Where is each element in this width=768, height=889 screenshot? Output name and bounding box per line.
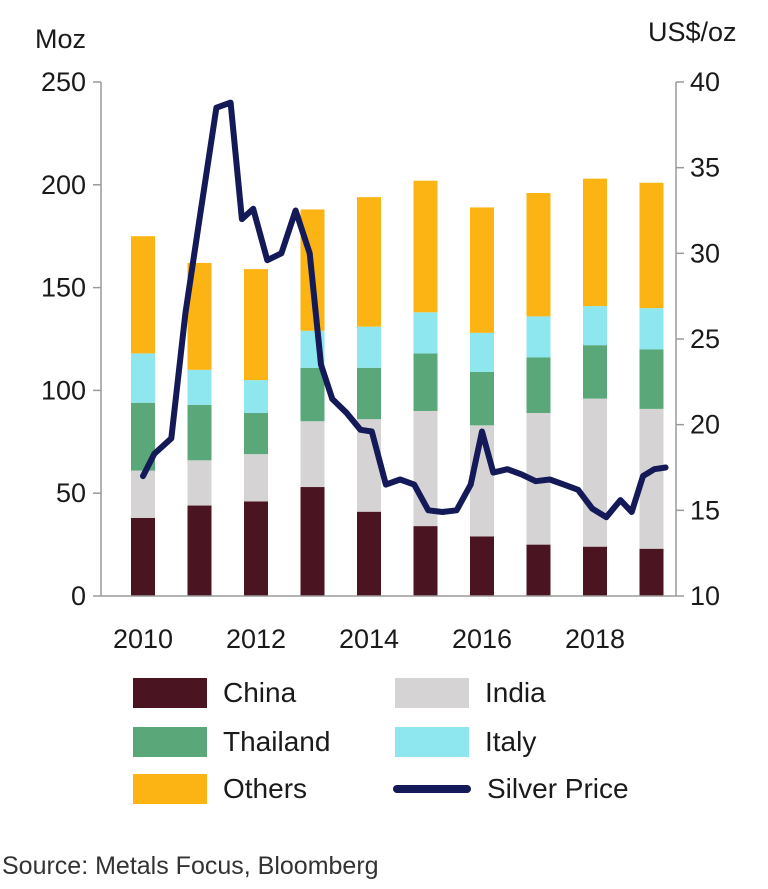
source-note: Source: Metals Focus, Bloomberg bbox=[2, 852, 379, 880]
y-right-ticks: 10 15 20 25 30 35 40 bbox=[676, 67, 720, 611]
x-tick-label: 2016 bbox=[452, 624, 512, 654]
y-left-tick-label: 100 bbox=[41, 375, 86, 405]
y-left-tick-label: 0 bbox=[71, 581, 86, 611]
silver-price-line bbox=[140, 99, 669, 521]
bar-china-2013 bbox=[300, 487, 325, 596]
x-ticks: 2010 2012 2014 2016 2018 bbox=[113, 624, 625, 654]
bar-thailand-2018 bbox=[583, 345, 607, 399]
bar-india-2013 bbox=[300, 421, 325, 488]
bar-others-2015 bbox=[413, 180, 438, 313]
y-left-tick-label: 50 bbox=[56, 478, 86, 508]
axes bbox=[100, 82, 677, 597]
y-right-axis-label: US$/oz bbox=[648, 17, 737, 47]
bar-thailand-2014 bbox=[357, 367, 381, 420]
y-right-tick-label: 10 bbox=[690, 581, 720, 611]
bar-others-2019 bbox=[639, 182, 664, 309]
bar-italy-2017 bbox=[526, 316, 551, 358]
bar-china-2016 bbox=[470, 536, 494, 596]
x-tick-label: 2010 bbox=[113, 624, 173, 654]
x-tick-label: 2014 bbox=[339, 624, 399, 654]
y-left-ticks: 0 50 100 150 200 250 bbox=[41, 67, 101, 611]
y-left-tick-label: 250 bbox=[41, 67, 86, 97]
bar-italy-2016 bbox=[470, 332, 494, 372]
bar-thailand-2017 bbox=[526, 357, 551, 414]
bar-others-2014 bbox=[357, 197, 381, 327]
bar-china-2010 bbox=[131, 517, 155, 596]
bar-others-2016 bbox=[470, 207, 494, 333]
chart: Moz US$/oz 0 50 100 150 200 250 10 15 20 25 30 35 4… bbox=[35, 17, 737, 654]
x-tick-label: 2012 bbox=[226, 624, 286, 654]
bar-china-2019 bbox=[639, 548, 664, 596]
bar-india-2011 bbox=[187, 460, 212, 506]
bar-china-2017 bbox=[526, 544, 551, 596]
bar-italy-2011 bbox=[187, 369, 212, 405]
bar-thailand-2015 bbox=[413, 353, 438, 411]
y-left-tick-label: 150 bbox=[41, 273, 86, 303]
bar-india-2012 bbox=[244, 454, 268, 502]
y-left-axis-label: Moz bbox=[35, 24, 86, 54]
bar-italy-2018 bbox=[583, 306, 607, 346]
bar-thailand-2012 bbox=[244, 413, 268, 455]
bar-others-2010 bbox=[131, 236, 155, 354]
bar-china-2015 bbox=[413, 526, 438, 596]
bar-thailand-2013 bbox=[300, 367, 325, 422]
bar-italy-2010 bbox=[131, 353, 155, 403]
bar-china-2018 bbox=[583, 546, 607, 596]
bar-china-2014 bbox=[357, 511, 381, 596]
y-right-tick-label: 15 bbox=[690, 495, 720, 525]
bar-italy-2012 bbox=[244, 380, 268, 414]
bar-china-2011 bbox=[187, 505, 212, 596]
bar-others-2018 bbox=[583, 178, 607, 307]
y-right-tick-label: 40 bbox=[690, 67, 720, 97]
bar-italy-2019 bbox=[639, 308, 664, 350]
bar-others-2017 bbox=[526, 193, 551, 317]
bar-china-2012 bbox=[244, 501, 268, 596]
y-right-tick-label: 35 bbox=[690, 153, 720, 183]
bar-thailand-2016 bbox=[470, 371, 494, 426]
x-tick-label: 2018 bbox=[565, 624, 625, 654]
y-right-tick-label: 30 bbox=[690, 238, 720, 268]
bar-thailand-2019 bbox=[639, 349, 664, 409]
y-left-tick-label: 200 bbox=[41, 170, 86, 200]
bars bbox=[131, 178, 664, 596]
y-right-tick-label: 20 bbox=[690, 410, 720, 440]
bar-italy-2014 bbox=[357, 326, 381, 368]
y-right-tick-label: 25 bbox=[690, 324, 720, 354]
bar-india-2014 bbox=[357, 419, 381, 512]
bar-india-2018 bbox=[583, 398, 607, 547]
bar-thailand-2011 bbox=[187, 404, 212, 461]
bar-others-2012 bbox=[244, 269, 268, 381]
bar-italy-2015 bbox=[413, 312, 438, 354]
